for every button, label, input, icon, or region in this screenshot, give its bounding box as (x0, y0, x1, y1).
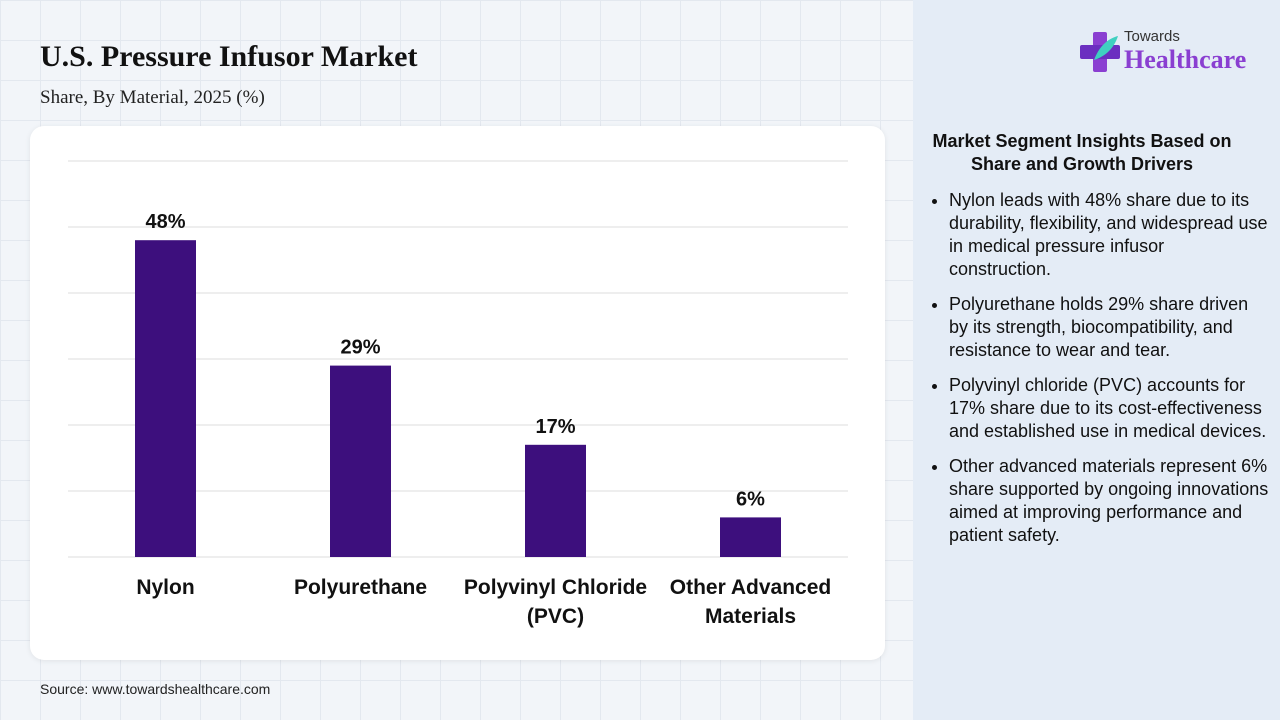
x-tick-label: Polyurethane (293, 576, 428, 599)
x-tick-label: Polyvinyl Chloride (PVC) (463, 576, 648, 628)
x-tick-label: Nylon (136, 576, 195, 599)
value-label: 48% (145, 211, 185, 233)
bar (135, 240, 196, 557)
value-label: 29% (340, 337, 380, 359)
logo-text: Healthcare (1124, 45, 1247, 74)
insights-heading: Market Segment Insights Based on Share a… (932, 131, 1232, 174)
insight-item: Polyurethane holds 29% share driven by i… (949, 293, 1269, 362)
insights-list: Nylon leads with 48% share due to its du… (925, 189, 1269, 559)
value-label: 17% (535, 416, 575, 438)
insight-item: Other advanced materials represent 6% sh… (949, 455, 1269, 547)
insight-item: Nylon leads with 48% share due to its du… (949, 189, 1269, 281)
logo-icon (1080, 32, 1120, 72)
bar (330, 365, 391, 557)
chart-subtitle: Share, By Material, 2025 (%) (40, 87, 265, 108)
insight-item: Polyvinyl chloride (PVC) accounts for 17… (949, 374, 1269, 443)
value-label: 6% (736, 488, 765, 510)
insights-panel (913, 0, 1280, 720)
bar (525, 444, 586, 557)
logo-text: Towards (1124, 28, 1180, 45)
bar (720, 517, 781, 557)
chart-title: U.S. Pressure Infusor Market (40, 40, 418, 73)
chart: 48% 29% 17% 6% (68, 160, 848, 558)
x-tick-label: Other Advanced Materials (669, 576, 832, 628)
source: Source: www.towardshealthcare.com (40, 681, 271, 697)
chart-card: 48% 29% 17% 6% Nylon Polyurethane Polyvinyl C… (30, 126, 885, 660)
